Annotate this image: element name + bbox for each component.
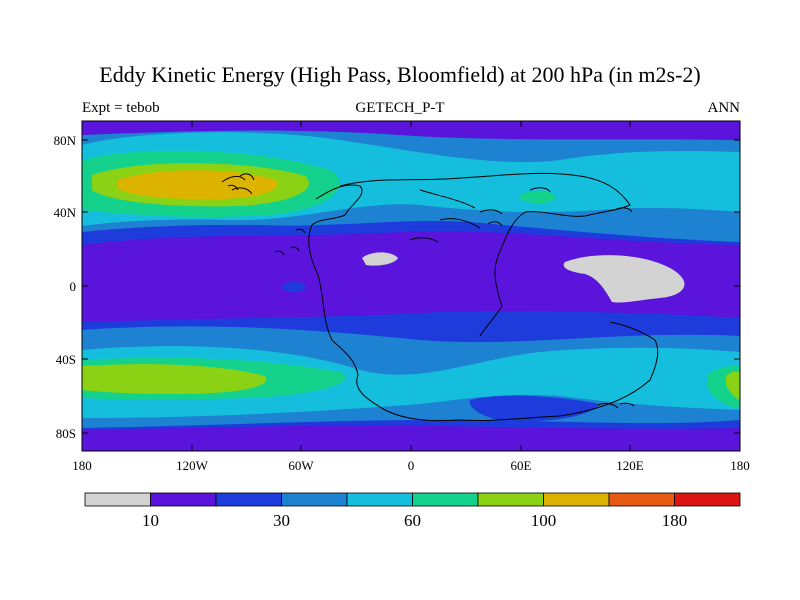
colorbar-swatch (477, 492, 544, 507)
colorbar-swatch (150, 492, 217, 507)
colorbar-swatch (674, 492, 741, 507)
x-tick-label: 60W (288, 458, 314, 473)
contour-field (82, 121, 740, 451)
contour-band-sh-indian-6 (726, 371, 740, 400)
contour-band-tropics-pacific-patch (282, 281, 306, 293)
contour-band-antarctic (82, 425, 740, 451)
season-label: ANN (707, 100, 741, 116)
plot-title: Eddy Kinetic Energy (High Pass, Bloomfie… (99, 62, 701, 87)
coastline-north (409, 189, 481, 243)
y-tick-label: 80S (56, 426, 76, 441)
colorbar-swatch (84, 492, 151, 507)
coastline-small-islands (274, 228, 306, 256)
coastlines (221, 172, 659, 422)
colorbar-label: 180 (662, 511, 688, 530)
y-tick-label: 40N (54, 205, 77, 220)
x-tick-label: 180 (72, 458, 92, 473)
colorbar-swatch (543, 492, 610, 507)
colorbar-swatch (412, 492, 479, 507)
colorbar-label: 10 (142, 511, 159, 530)
contour-band-tropics-min-indian (563, 255, 685, 303)
x-tick-label: 120E (616, 458, 644, 473)
contour-band-nh-pacific-7 (118, 170, 278, 200)
contour-band-nh-arctic (82, 121, 740, 140)
contour-band-sh-pacific-6 (82, 364, 267, 394)
y-tick-labels: 80N 40N 0 40S 80S (54, 133, 77, 441)
coastline-americas (308, 184, 659, 422)
y-tick-label: 80N (54, 133, 77, 148)
x-tick-labels: 180 120W 60W 0 60E 120E 180 (72, 458, 750, 473)
contour-band-nh-atlantic-5 (520, 190, 556, 204)
axis-ticks (81, 121, 741, 451)
colorbar-label: 60 (404, 511, 421, 530)
dataset-label: GETECH_P-T (355, 100, 445, 116)
x-tick-label: 120W (176, 458, 209, 473)
experiment-label: Expt = tebob (82, 100, 160, 116)
x-tick-label: 180 (730, 458, 750, 473)
colorbar-swatch (346, 492, 413, 507)
contour-band-tropics (82, 231, 740, 322)
x-tick-label: 0 (408, 458, 415, 473)
colorbar-swatch (281, 492, 348, 507)
coastline-islands-sh (597, 402, 635, 409)
colorbar-swatch (608, 492, 675, 507)
colorbar-label: 100 (531, 511, 557, 530)
contour-band-tropics-min-atlantic (362, 252, 398, 266)
x-tick-label: 60E (511, 458, 532, 473)
y-tick-label: 40S (56, 352, 76, 367)
colorbar-label: 30 (273, 511, 290, 530)
coastline-islands-nh (479, 187, 633, 227)
coastline-africa-eurasia (339, 172, 631, 337)
y-tick-label: 0 (70, 279, 77, 294)
colorbar: 10 30 60 100 180 (84, 492, 741, 530)
coastline-arctic-islands (221, 173, 255, 195)
colorbar-swatch (215, 492, 282, 507)
